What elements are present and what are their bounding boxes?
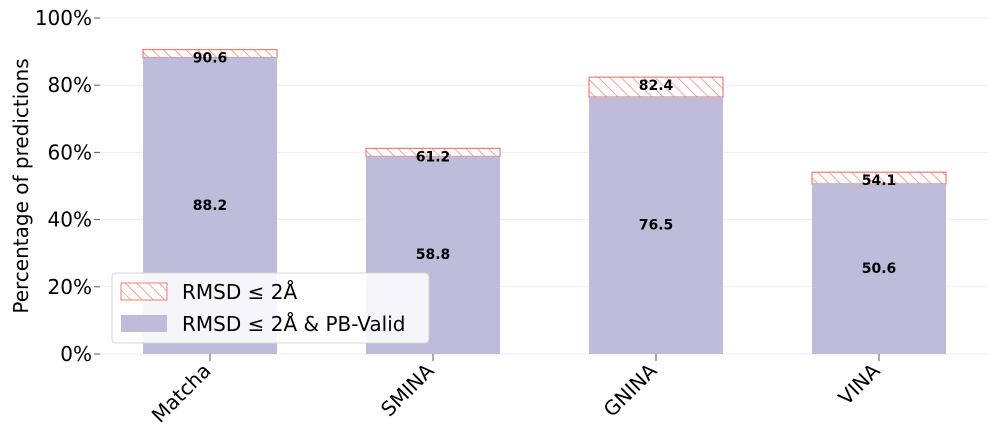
bar-pb-valid-vina bbox=[812, 183, 946, 354]
legend-swatch-pb-valid bbox=[121, 315, 167, 332]
data-label-rmsd: 61.2 bbox=[416, 149, 451, 165]
x-tick-label: GNINA bbox=[599, 358, 662, 421]
legend-frame bbox=[111, 272, 430, 344]
y-tick-label: 60% bbox=[48, 140, 92, 164]
bars bbox=[142, 48, 947, 355]
y-tick-label: 20% bbox=[48, 275, 92, 299]
data-label-pb-valid: 88.2 bbox=[193, 198, 228, 214]
x-tick-label: SMINA bbox=[376, 358, 439, 421]
legend-label-rmsd: RMSD ≤ 2Å bbox=[182, 280, 297, 304]
y-axis: 0% 20% 40% 60% 80% 100% bbox=[35, 6, 100, 366]
data-label-pb-valid: 76.5 bbox=[639, 217, 674, 233]
data-label-rmsd: 82.4 bbox=[639, 78, 674, 94]
y-tick-label: 40% bbox=[48, 208, 92, 232]
x-tick-label: Matcha bbox=[147, 359, 216, 428]
legend-swatch-rmsd bbox=[120, 282, 168, 301]
data-label-rmsd: 90.6 bbox=[193, 51, 228, 67]
data-label-pb-valid: 50.6 bbox=[862, 261, 897, 277]
y-tick-label: 100% bbox=[35, 6, 92, 30]
y-tick-label: 0% bbox=[60, 342, 92, 366]
bar-rmsd-smina bbox=[365, 147, 501, 158]
data-label-rmsd: 54.1 bbox=[862, 173, 897, 189]
legend-label-pb-valid: RMSD ≤ 2Å & PB-Valid bbox=[182, 312, 405, 336]
data-label-pb-valid: 58.8 bbox=[416, 247, 451, 263]
y-tick-label: 80% bbox=[48, 73, 92, 97]
bar-pb-valid-gnina bbox=[589, 96, 723, 355]
y-axis-title: Percentage of predictions bbox=[9, 58, 33, 313]
legend: RMSD ≤ 2Å RMSD ≤ 2Å & PB-Valid bbox=[111, 272, 430, 344]
data-labels: 90.6 88.2 61.2 58.8 82.4 76.5 54.1 50.6 bbox=[193, 51, 897, 277]
x-tick-label: VINA bbox=[833, 358, 884, 409]
x-axis: Matcha SMINA GNINA VINA bbox=[147, 354, 885, 427]
